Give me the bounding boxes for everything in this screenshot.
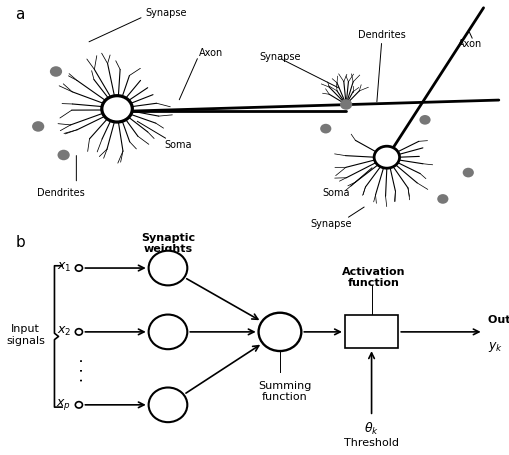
Text: $x_2$: $x_2$ bbox=[57, 324, 71, 337]
Text: . . .: . . . bbox=[71, 356, 87, 381]
Text: Dendrites: Dendrites bbox=[37, 188, 85, 198]
Text: $x_p$: $x_p$ bbox=[56, 396, 71, 410]
Text: $\Sigma$: $\Sigma$ bbox=[274, 321, 288, 341]
Text: Dendrites: Dendrites bbox=[358, 30, 406, 40]
Text: Soma: Soma bbox=[164, 140, 192, 150]
Text: $y_k$: $y_k$ bbox=[488, 339, 503, 353]
Circle shape bbox=[102, 96, 132, 123]
Circle shape bbox=[463, 168, 474, 178]
Text: $w_{k2}$: $w_{k2}$ bbox=[158, 325, 178, 338]
Text: a: a bbox=[15, 6, 24, 21]
Circle shape bbox=[419, 116, 431, 126]
Text: $w_{k1}$: $w_{k1}$ bbox=[158, 261, 178, 274]
Text: Axon: Axon bbox=[458, 39, 483, 49]
Circle shape bbox=[437, 195, 448, 204]
Circle shape bbox=[75, 329, 82, 335]
Text: Output signals: Output signals bbox=[488, 314, 509, 324]
Text: Summing
function: Summing function bbox=[259, 380, 312, 401]
Text: Activation
function: Activation function bbox=[343, 266, 406, 288]
Text: Threshold: Threshold bbox=[344, 437, 399, 447]
Text: Synapse: Synapse bbox=[310, 218, 352, 228]
Text: Synapse: Synapse bbox=[260, 52, 301, 62]
Text: Soma: Soma bbox=[322, 188, 350, 198]
Text: Synaptic
weights: Synaptic weights bbox=[141, 232, 195, 253]
Text: Synapse: Synapse bbox=[145, 8, 187, 18]
Circle shape bbox=[58, 151, 70, 161]
Text: b: b bbox=[15, 234, 25, 249]
Text: $w_{kp}$: $w_{kp}$ bbox=[157, 397, 179, 411]
Circle shape bbox=[32, 122, 44, 132]
Circle shape bbox=[149, 315, 187, 349]
Circle shape bbox=[149, 388, 187, 422]
Circle shape bbox=[149, 251, 187, 286]
Text: $\varphi(.)$: $\varphi(.)$ bbox=[359, 322, 386, 340]
Circle shape bbox=[374, 147, 400, 169]
Circle shape bbox=[50, 67, 62, 78]
Text: Axon: Axon bbox=[199, 48, 223, 58]
Text: Input
signals: Input signals bbox=[6, 324, 45, 345]
Circle shape bbox=[340, 100, 352, 111]
Circle shape bbox=[75, 265, 82, 272]
Text: $\theta_k$: $\theta_k$ bbox=[364, 420, 379, 436]
Circle shape bbox=[259, 313, 301, 351]
Circle shape bbox=[320, 125, 331, 134]
Bar bbox=[345, 316, 398, 349]
Text: $x_1$: $x_1$ bbox=[57, 260, 71, 273]
Circle shape bbox=[75, 402, 82, 408]
